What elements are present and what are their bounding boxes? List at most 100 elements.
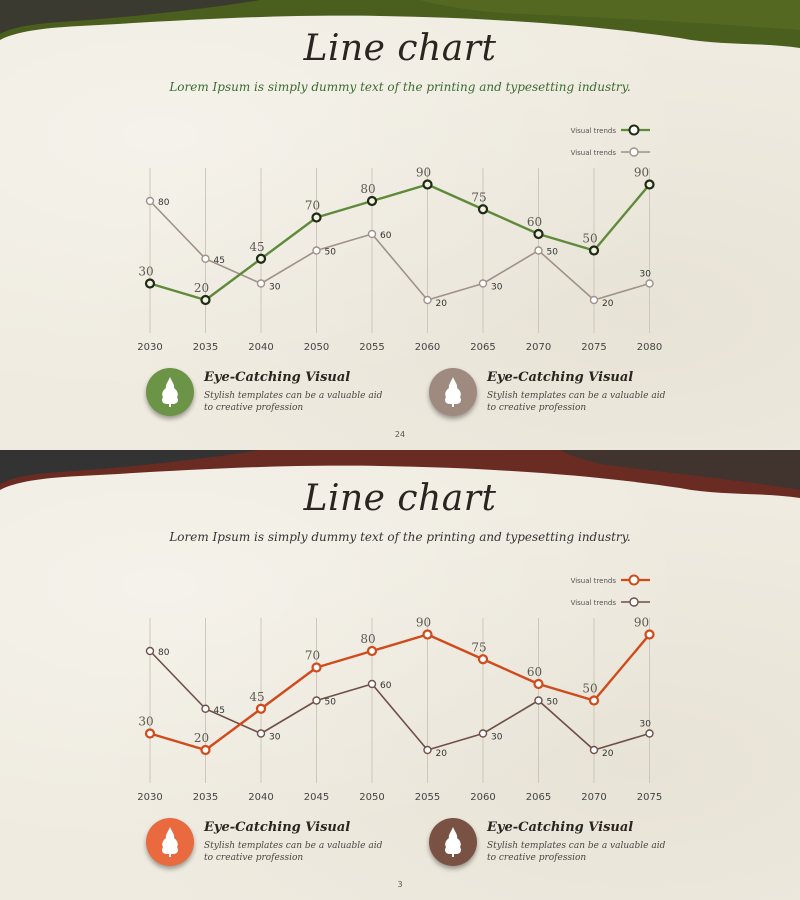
data-point	[256, 729, 266, 738]
paper-texture	[0, 0, 800, 450]
legend-label: Visual trends	[571, 127, 617, 135]
data-point	[588, 245, 600, 256]
data-label: 90	[634, 616, 649, 630]
tree-icon	[445, 827, 461, 857]
series-line-2	[149, 650, 650, 751]
data-point	[534, 246, 543, 255]
x-tick-label: 2040	[248, 342, 273, 353]
data-label: 30	[640, 720, 652, 730]
data-point	[534, 696, 543, 705]
data-label: 75	[471, 190, 486, 204]
data-point	[312, 246, 321, 255]
series-line-1	[149, 633, 651, 752]
top-wave-band	[0, 0, 800, 48]
feature-description: Stylish templates can be a valuable aid …	[487, 841, 666, 863]
data-label: 60	[380, 681, 392, 691]
x-tick-label: 2060	[415, 342, 440, 353]
data-label: 20	[436, 299, 448, 309]
data-point	[256, 279, 266, 288]
feature-badge	[429, 368, 477, 416]
data-point	[533, 228, 544, 240]
data-point	[255, 703, 267, 714]
x-tick-label: 2060	[470, 792, 495, 803]
data-label: 30	[269, 283, 281, 293]
data-label: 30	[138, 265, 153, 279]
data-label: 30	[491, 283, 503, 293]
data-point	[645, 729, 654, 738]
data-label: 45	[249, 690, 264, 704]
data-label: 75	[471, 640, 486, 654]
data-label: 50	[547, 698, 559, 708]
data-label: 50	[325, 248, 337, 258]
feature-1: Eye-Catching Visual Stylish templates ca…	[146, 818, 406, 878]
x-tick-label: 2065	[470, 342, 495, 353]
data-label: 90	[416, 166, 431, 180]
top-wave-band	[0, 450, 800, 498]
legend-marker	[628, 124, 640, 136]
data-point	[145, 196, 155, 206]
data-label: 45	[214, 706, 225, 716]
feature-2: Eye-Catching Visual Stylish templates ca…	[429, 818, 689, 878]
data-label: 20	[194, 731, 209, 745]
line-chart: 2030 2035 2040 2045 2050 2055 2060 2065 2070 2075…	[137, 574, 662, 803]
x-tick-label: 2075	[581, 342, 606, 353]
data-point	[367, 229, 377, 239]
paper-texture	[0, 450, 800, 900]
tree-icon	[445, 377, 461, 407]
data-label: 20	[602, 299, 614, 309]
data-point	[477, 654, 489, 665]
data-label: 50	[547, 248, 559, 258]
slide-title: Line chart	[303, 478, 497, 519]
slide-2: Line chart Lorem Ipsum is simply dummy t…	[0, 450, 800, 900]
data-label: 90	[416, 616, 431, 630]
data-label: 60	[527, 665, 542, 679]
data-label: 30	[269, 733, 281, 743]
data-label: 60	[380, 231, 392, 241]
data-point	[366, 195, 378, 207]
data-label: 80	[158, 648, 170, 658]
slide-title: Line chart	[303, 28, 497, 69]
data-label: 50	[582, 682, 597, 696]
slide-subtitle: Lorem Ipsum is simply dummy text of the …	[169, 530, 631, 544]
data-point	[644, 629, 655, 640]
data-label: 60	[527, 215, 542, 229]
legend-label: Visual trends	[571, 599, 617, 607]
feature-description: Stylish templates can be a valuable aid …	[487, 391, 666, 413]
data-point	[201, 254, 210, 263]
feature-title: Eye-Catching Visual	[487, 370, 634, 385]
data-label: 45	[249, 240, 264, 254]
data-label: 20	[436, 749, 448, 759]
data-point	[533, 678, 544, 690]
data-point	[145, 646, 155, 656]
feature-badge	[146, 818, 194, 866]
x-tick-label: 2070	[581, 792, 606, 803]
data-point	[201, 704, 210, 713]
series-line-2	[149, 200, 650, 301]
data-point	[422, 629, 433, 640]
data-point	[311, 662, 322, 673]
data-label: 70	[305, 649, 320, 663]
x-tick-label: 2045	[304, 792, 329, 803]
slide-subtitle: Lorem Ipsum is simply dummy text of the …	[169, 80, 631, 94]
legend-marker	[628, 574, 640, 586]
x-tick-label: 2035	[193, 792, 218, 803]
data-label: 50	[582, 232, 597, 246]
x-tick-label: 2030	[137, 792, 162, 803]
data-point	[366, 645, 378, 657]
data-label: 20	[194, 281, 209, 295]
data-label: 50	[325, 698, 337, 708]
legend-label: Visual trends	[571, 149, 617, 157]
data-point	[589, 295, 599, 305]
data-label: 20	[602, 749, 614, 759]
data-point	[312, 696, 321, 705]
data-label: 90	[634, 166, 649, 180]
x-tick-label: 2050	[304, 342, 329, 353]
feature-description: Stylish templates can be a valuable aid …	[204, 391, 383, 413]
data-point	[423, 745, 432, 755]
x-tick-label: 2050	[359, 792, 384, 803]
data-point	[144, 278, 156, 289]
data-label: 30	[491, 733, 503, 743]
legend-marker	[629, 597, 639, 607]
data-point	[311, 212, 322, 223]
data-label: 30	[640, 270, 652, 280]
